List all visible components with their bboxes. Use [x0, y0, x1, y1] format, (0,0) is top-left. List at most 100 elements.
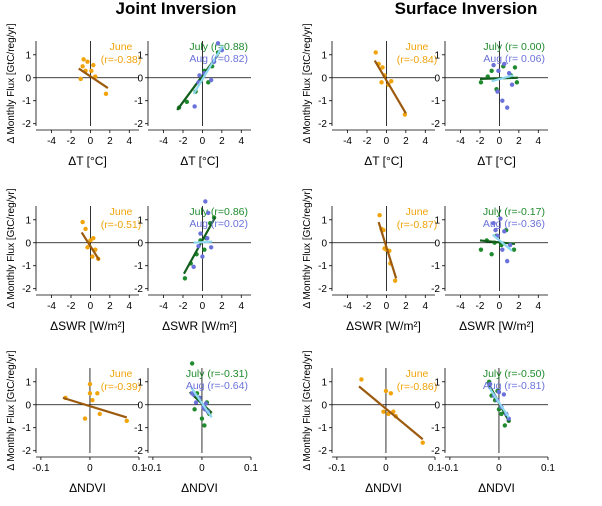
y-tick-label: 1: [137, 50, 143, 61]
data-point-june: [388, 391, 394, 396]
fit-line-aug: [491, 74, 514, 83]
data-point-june: [359, 377, 364, 382]
y-tick-label: -2: [431, 119, 440, 130]
y-axis-label: Δ Monthly Flux [GtC/reg/yr]: [302, 188, 313, 308]
x-tick-label: 0.1: [428, 463, 442, 474]
legend-correlation: (r=-0.38): [101, 54, 142, 66]
legend-month: June: [406, 206, 429, 218]
y-tick-label: 0: [25, 400, 31, 411]
y-tick-label: -2: [22, 119, 31, 130]
y-tick-label: 0: [321, 73, 327, 84]
legend-month: July: [483, 368, 502, 380]
x-axis-label: ΔT [°C]: [364, 154, 403, 168]
x-tick-label: -0.1: [328, 463, 346, 474]
y-axis-label: Δ Monthly Flux [GtC/reg/yr]: [302, 350, 313, 470]
x-tick-label: -2: [179, 301, 188, 312]
y-tick-label: 0: [137, 73, 143, 84]
legend-correlation: (r=0.86): [208, 206, 248, 218]
x-axis-label: ΔSWR [W/m²]: [459, 319, 534, 333]
data-point-aug: [501, 392, 507, 397]
x-tick-label: 0: [88, 301, 94, 312]
data-point-july: [512, 65, 518, 70]
legend-correlation: (r=-0.50): [502, 368, 545, 380]
y-tick-label: -1: [134, 261, 143, 272]
fit-line-aug: [491, 233, 513, 252]
data-point-aug: [504, 105, 510, 110]
data-point-aug: [206, 210, 211, 216]
data-point-june: [81, 57, 86, 62]
y-tick-label: -1: [22, 96, 31, 107]
legend-correlation: (r= 0.00): [502, 41, 545, 53]
data-point-july: [489, 252, 494, 257]
x-tick-label: 0: [497, 136, 503, 147]
x-tick-label: 2: [516, 136, 522, 147]
data-point-july: [478, 247, 484, 252]
legend-june: June (r=-0.84): [397, 41, 438, 66]
x-tick-label: -0.1: [32, 463, 50, 474]
x-tick-label: 4: [127, 301, 133, 312]
x-tick-label: 4: [536, 301, 542, 312]
y-tick-label: -1: [431, 96, 440, 107]
data-point-june: [95, 391, 100, 396]
data-point-aug: [487, 381, 493, 387]
legend-month: June: [406, 41, 429, 53]
x-axis-label: ΔNDVI: [365, 481, 402, 495]
y-tick-label: -1: [22, 261, 31, 272]
data-point-june: [82, 416, 88, 421]
x-tick-label: 0: [383, 463, 389, 474]
legend-june: June (r=-0.39): [101, 368, 142, 393]
data-point-aug: [496, 389, 502, 395]
legend-month: July: [189, 206, 208, 218]
legend-month: July: [186, 368, 205, 380]
legend-month: Aug: [483, 53, 502, 65]
data-point-aug: [509, 82, 515, 87]
data-point-july: [511, 247, 517, 252]
x-tick-label: 0: [200, 301, 206, 312]
x-tick-label: -4: [456, 136, 465, 147]
data-point-aug: [192, 104, 197, 109]
x-tick-label: 2: [107, 136, 113, 147]
fit-line-aug: [488, 386, 510, 418]
legend-aug: Aug (r=0.82): [189, 53, 248, 65]
data-point-july: [189, 361, 195, 366]
fit-line-june: [78, 67, 109, 90]
x-tick-label: 0.1: [244, 463, 258, 474]
y-tick-label: 0: [137, 238, 143, 249]
data-point-aug: [507, 242, 513, 248]
x-axis-label: ΔNDVI: [478, 481, 515, 495]
legend-aug: Aug (r=-0.64): [186, 380, 248, 392]
y-tick-label: -1: [134, 96, 143, 107]
data-point-june: [83, 226, 88, 232]
x-tick-label: -4: [343, 301, 352, 312]
scatter-panel: -2 -1 0 1 -0.1 0 0.1 ΔNDVI July (r=-0.31)Aug (r=…: [134, 361, 258, 495]
data-point-june: [80, 219, 85, 225]
legend-month: Aug: [189, 218, 208, 230]
data-point-aug: [502, 229, 507, 234]
data-point-aug: [495, 89, 500, 94]
data-point-aug: [498, 216, 503, 221]
y-tick-label: -1: [134, 423, 143, 434]
data-point-aug: [191, 264, 196, 270]
legend-aug: Aug (r= 0.06): [483, 53, 545, 65]
y-tick-label: -1: [22, 423, 31, 434]
x-tick-label: -2: [179, 136, 188, 147]
x-axis-label: ΔSWR [W/m²]: [162, 319, 237, 333]
y-axis-label: Δ Monthly Flux [GtC/reg/yr]: [302, 23, 313, 143]
legend-correlation: (r=-0.51): [101, 219, 142, 231]
y-tick-label: 0: [321, 238, 327, 249]
x-tick-label: 0: [384, 136, 390, 147]
data-point-june: [87, 381, 93, 387]
data-point-july: [202, 247, 207, 252]
x-tick-label: 0: [87, 463, 93, 474]
data-point-aug: [493, 227, 498, 233]
data-point-aug: [500, 98, 505, 103]
scatter-panel: -2 -1 0 1 -4 -2 0 2 4 ΔT [°C] July (r= 0.00)Aug (r…: [431, 41, 548, 168]
scatter-panel: -2 -1 0 1 -0.1 0 0.1 ΔNDVI June (r=-0.39): [22, 368, 146, 495]
x-tick-label: -2: [67, 136, 76, 147]
data-point-june: [87, 391, 93, 396]
legend-aug: Aug (r=-0.36): [483, 218, 545, 230]
x-tick-label: -4: [343, 136, 352, 147]
data-point-june: [389, 79, 394, 84]
y-tick-label: 1: [25, 50, 31, 61]
y-tick-label: -2: [431, 446, 440, 457]
